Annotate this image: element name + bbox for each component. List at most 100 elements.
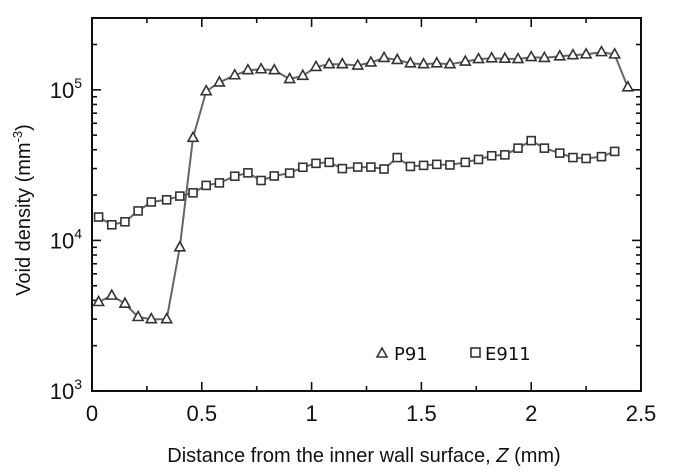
data-point-p91 [404, 56, 417, 68]
x-axis-label: Distance from the inner wall surface, Z … [167, 445, 560, 467]
data-point-p91 [566, 47, 580, 60]
data-point-p91 [364, 55, 378, 67]
x-tick-label: 1 [305, 401, 317, 426]
data-point-e911 [500, 150, 510, 160]
data-point-e911 [311, 158, 321, 169]
x-tick-label: 1.5 [406, 401, 437, 426]
y-axis-label: Void density (mm-3) [10, 124, 35, 296]
tick-labels: 0 0.5 1 1.5 2 2.5 103 104 105 [50, 75, 657, 426]
legend-item-p91: P91 [375, 344, 428, 365]
data-point-e911 [609, 146, 620, 157]
data-point-e911 [431, 159, 442, 170]
data-point-e911 [581, 153, 591, 164]
data-point-e911 [229, 171, 240, 181]
data-point-e911 [175, 191, 185, 201]
legend-square-icon [470, 347, 481, 358]
data-point-e911 [568, 152, 578, 163]
data-point-p91 [241, 63, 255, 75]
data-point-p91 [524, 49, 538, 62]
y-tick-label: 103 [50, 376, 82, 404]
data-point-p91 [322, 57, 336, 69]
x-tick-label: 0 [86, 401, 98, 426]
series-markers [92, 44, 635, 324]
data-point-e911 [539, 143, 550, 153]
data-point-p91 [595, 44, 608, 57]
data-point-p91 [144, 312, 158, 324]
data-point-p91 [458, 54, 472, 66]
legend-triangle-icon [375, 346, 389, 358]
data-point-e911 [284, 168, 295, 178]
data-point-p91 [254, 62, 268, 74]
data-point-e911 [418, 160, 429, 171]
data-point-p91 [553, 49, 567, 61]
y-tick-label: 105 [50, 75, 82, 103]
y-tick-label: 104 [50, 225, 82, 253]
data-point-p91 [173, 240, 187, 252]
data-point-p91 [213, 75, 226, 87]
data-point-e911 [352, 162, 363, 172]
data-point-e911 [298, 162, 308, 173]
legend: P91 E911 [375, 344, 531, 365]
x-tick-label: 2 [525, 401, 537, 426]
data-point-e911 [201, 180, 211, 191]
data-point-p91 [199, 84, 213, 96]
legend-label-p91: P91 [394, 344, 428, 365]
data-point-e911 [554, 148, 565, 158]
data-point-e911 [161, 195, 172, 205]
data-point-p91 [417, 57, 430, 69]
data-point-e911 [596, 151, 607, 162]
data-point-e911 [473, 154, 484, 165]
series-lines [98, 51, 629, 321]
data-point-p91 [92, 294, 105, 307]
axis-ticks [91, 17, 642, 392]
data-point-e911 [120, 216, 130, 227]
data-point-e911 [486, 150, 497, 161]
data-point-p91 [351, 58, 365, 70]
data-point-p91 [131, 309, 145, 322]
data-point-p91 [430, 56, 444, 68]
plot-frame [91, 17, 642, 392]
data-point-e911 [379, 164, 389, 174]
data-point-e911 [324, 157, 334, 168]
data-point-e911 [243, 168, 253, 178]
legend-item-e911: E911 [470, 344, 531, 365]
data-point-p91 [296, 68, 310, 81]
data-point-e911 [337, 163, 348, 174]
data-point-p91 [485, 51, 499, 63]
series-line-e911 [98, 139, 615, 226]
data-point-p91 [498, 51, 512, 64]
data-point-p91 [267, 63, 281, 75]
data-point-e911 [214, 178, 225, 188]
x-tick-label: 2.5 [626, 401, 657, 426]
data-point-p91 [443, 57, 457, 69]
x-tick-label: 0.5 [187, 401, 218, 426]
data-point-e911 [188, 188, 198, 198]
data-point-p91 [472, 51, 485, 64]
data-point-p91 [335, 57, 349, 69]
data-point-e911 [93, 212, 104, 222]
data-point-p91 [390, 52, 404, 65]
data-point-p91 [377, 50, 391, 63]
data-point-p91 [283, 71, 296, 84]
data-point-e911 [269, 171, 280, 181]
data-point-p91 [160, 312, 174, 324]
data-point-e911 [366, 162, 376, 172]
data-point-e911 [460, 157, 471, 168]
data-point-e911 [405, 161, 416, 172]
data-point-p91 [186, 130, 200, 143]
data-point-p91 [621, 80, 635, 92]
data-point-e911 [526, 135, 537, 146]
data-point-p91 [118, 296, 132, 308]
data-point-p91 [105, 288, 119, 300]
data-point-e911 [445, 160, 455, 170]
data-point-e911 [392, 152, 403, 163]
series-line-p91 [98, 51, 629, 321]
data-point-e911 [256, 175, 266, 186]
data-point-p91 [538, 50, 551, 63]
data-point-e911 [106, 219, 117, 230]
data-point-p91 [511, 51, 525, 64]
data-point-p91 [309, 59, 323, 72]
data-point-e911 [146, 197, 157, 207]
data-point-p91 [608, 47, 622, 59]
